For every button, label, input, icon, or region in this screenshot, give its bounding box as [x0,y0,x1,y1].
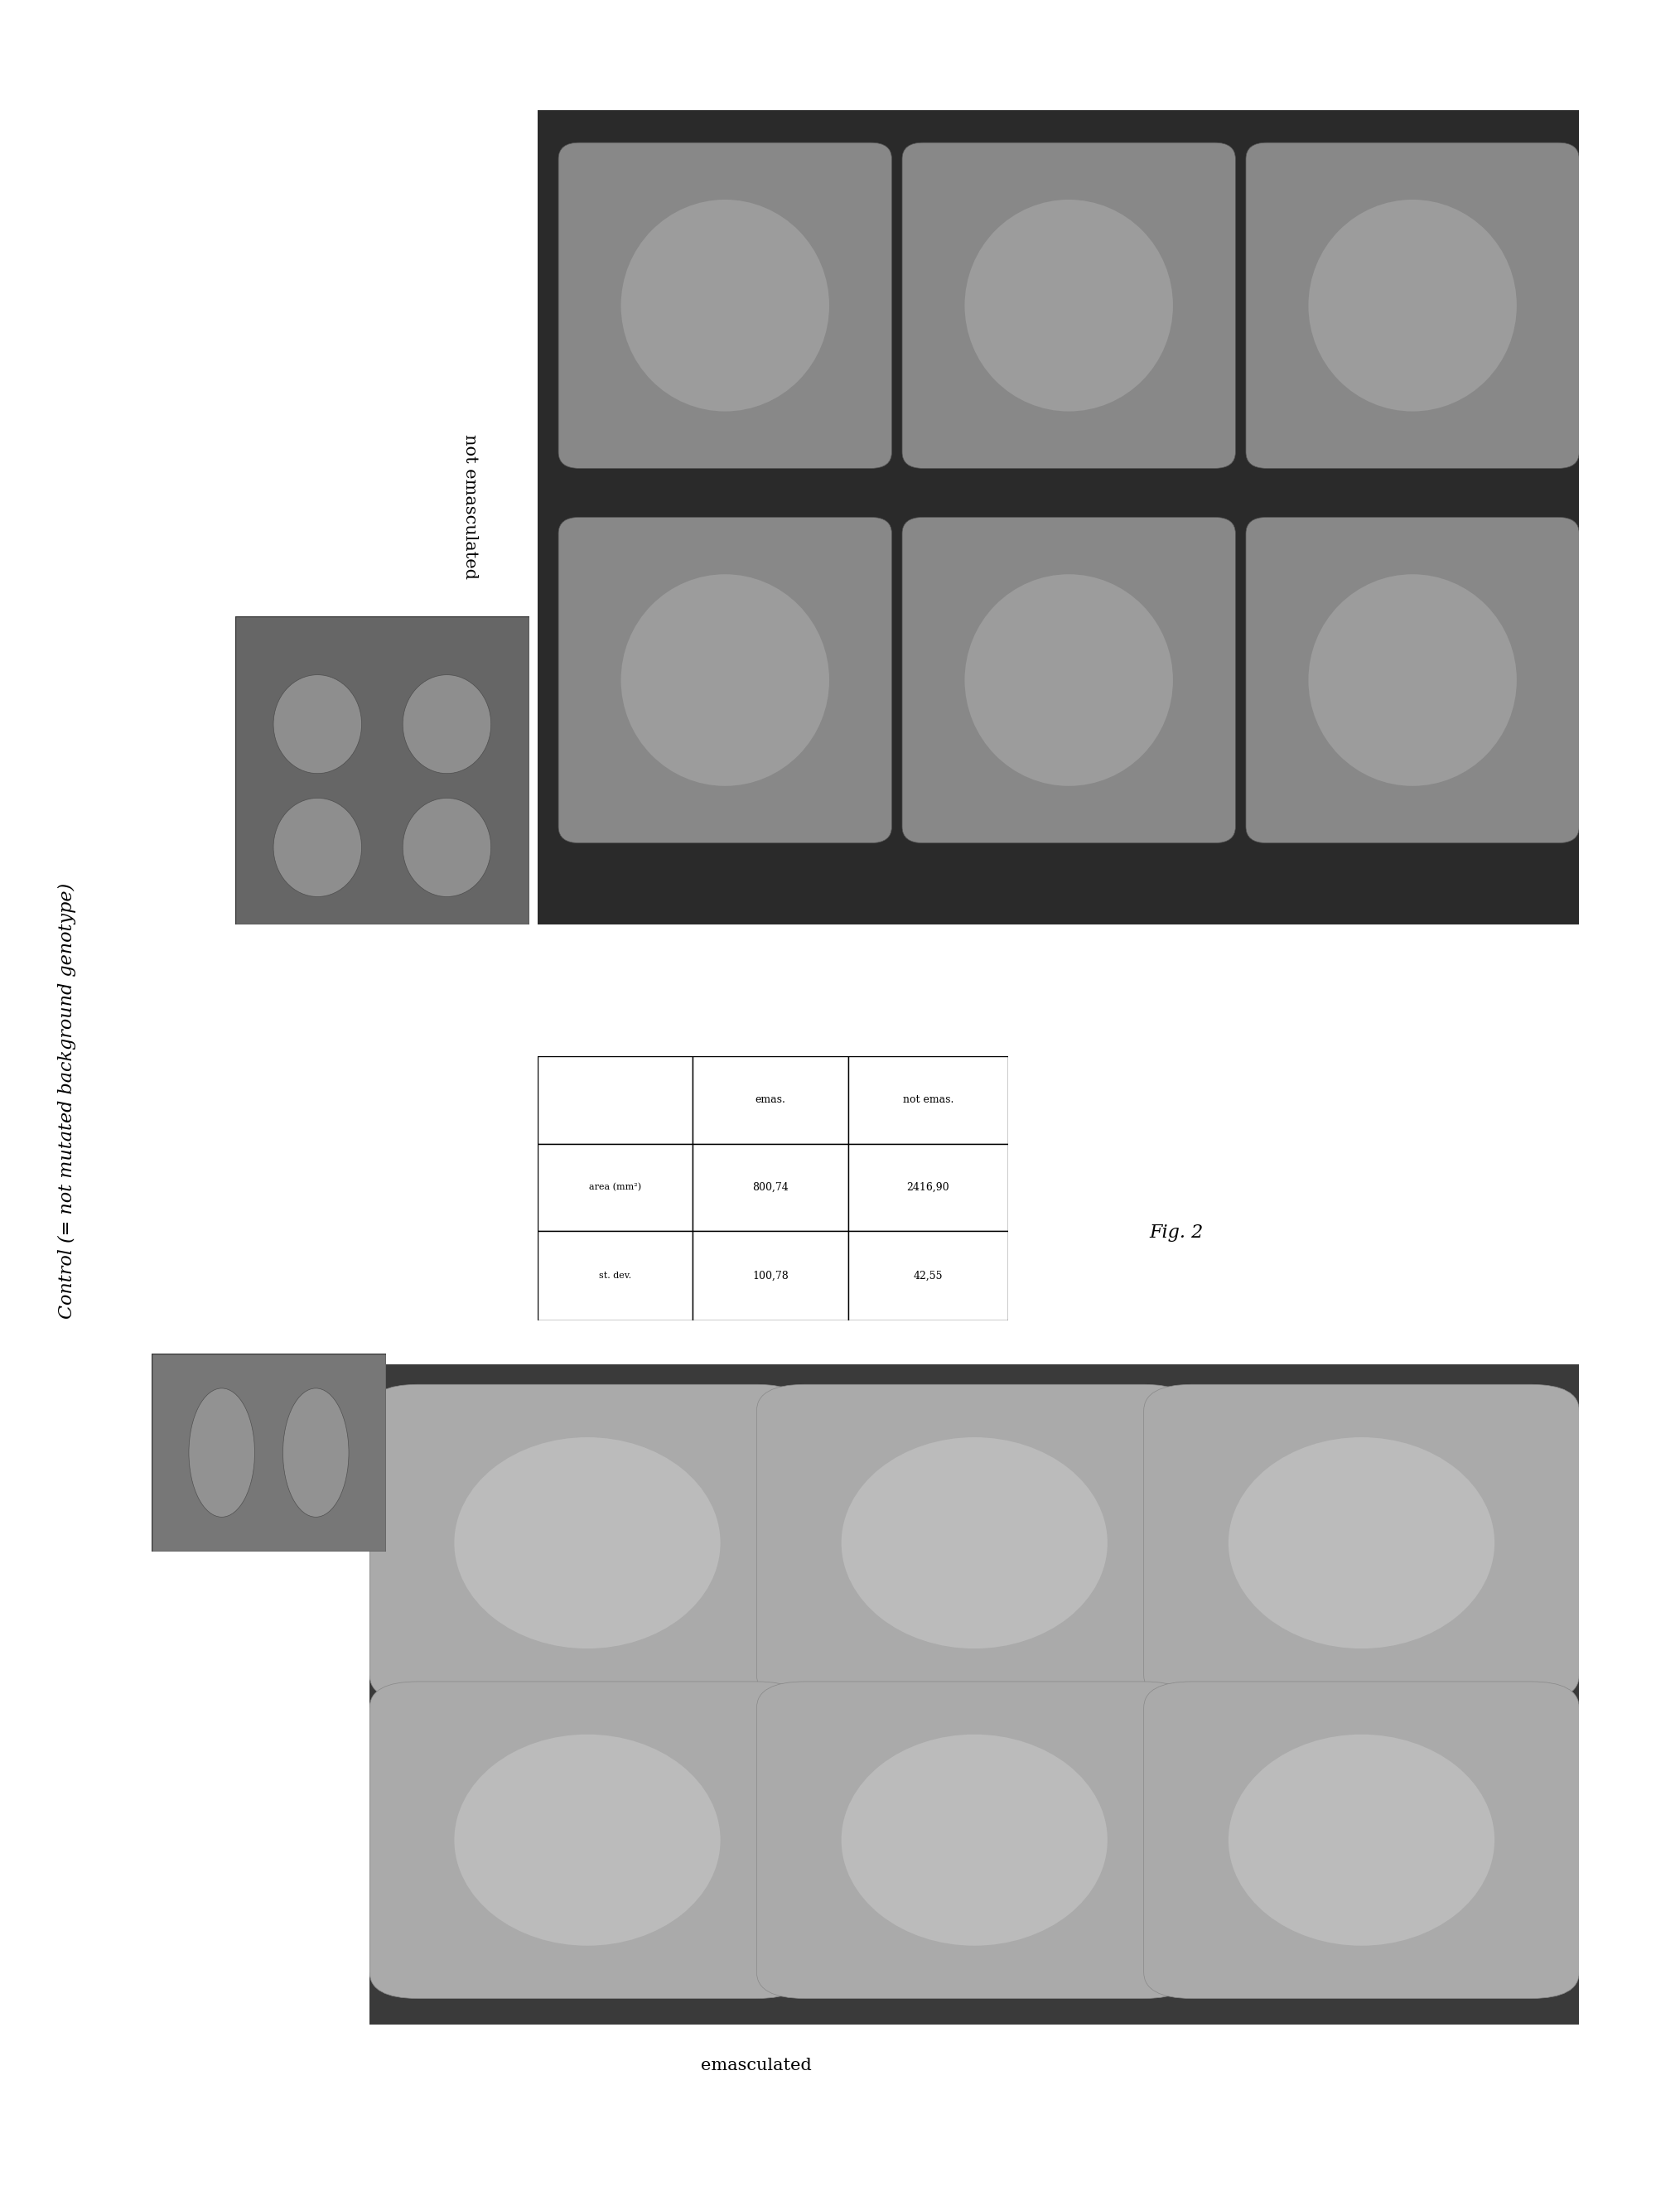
Ellipse shape [282,1389,349,1516]
Text: 42,55: 42,55 [914,1270,942,1281]
Text: Control (= not mutated background genotype): Control (= not mutated background genoty… [59,883,76,1318]
FancyBboxPatch shape [756,1384,1193,1701]
FancyBboxPatch shape [1144,1682,1579,1999]
Ellipse shape [1228,1437,1495,1649]
Bar [692,1056,848,1145]
Ellipse shape [1228,1734,1495,1946]
Ellipse shape [403,799,491,896]
Text: emasculated: emasculated [701,2058,811,2073]
FancyBboxPatch shape [1144,1384,1579,1701]
Bar [848,1145,1008,1230]
Text: 100,78: 100,78 [753,1270,788,1281]
Text: emas.: emas. [756,1094,786,1105]
Ellipse shape [403,676,491,773]
FancyBboxPatch shape [1247,143,1579,469]
FancyBboxPatch shape [756,1682,1193,1999]
Ellipse shape [188,1389,255,1516]
Ellipse shape [1309,574,1517,786]
Text: Fig. 2: Fig. 2 [1149,1224,1203,1241]
Bar [692,1230,848,1321]
Text: 2416,90: 2416,90 [907,1182,949,1193]
Ellipse shape [842,1734,1107,1946]
Ellipse shape [964,574,1173,786]
Text: st. dev.: st. dev. [600,1272,632,1279]
Text: not emas.: not emas. [902,1094,954,1105]
Bar [692,1145,848,1230]
FancyBboxPatch shape [370,1384,805,1701]
Ellipse shape [622,200,830,412]
Bar [848,1230,1008,1321]
FancyBboxPatch shape [902,517,1235,843]
FancyBboxPatch shape [902,143,1235,469]
Ellipse shape [274,676,361,773]
Ellipse shape [1309,200,1517,412]
Bar [538,1145,692,1230]
FancyBboxPatch shape [558,143,892,469]
Bar [538,1056,692,1145]
FancyBboxPatch shape [558,517,892,843]
Ellipse shape [454,1437,721,1649]
Text: area (mm²): area (mm²) [590,1182,642,1191]
FancyBboxPatch shape [370,1682,805,1999]
Ellipse shape [454,1734,721,1946]
Ellipse shape [842,1437,1107,1649]
Ellipse shape [622,574,830,786]
Text: not emasculated: not emasculated [462,434,479,579]
Text: 800,74: 800,74 [753,1182,788,1193]
FancyBboxPatch shape [1247,517,1579,843]
Bar [848,1056,1008,1145]
Ellipse shape [274,799,361,896]
Bar [538,1230,692,1321]
Ellipse shape [964,200,1173,412]
